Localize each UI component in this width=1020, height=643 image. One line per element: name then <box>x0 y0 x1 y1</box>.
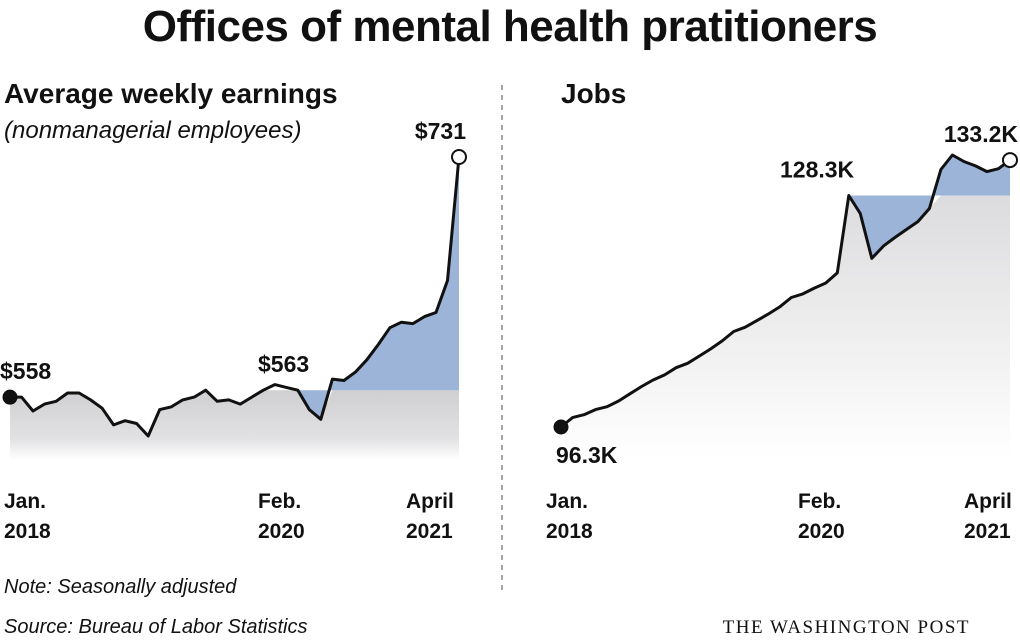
data-label: $558 <box>0 358 51 384</box>
note-text: Note: Seasonally adjusted <box>4 576 237 598</box>
jobs-panel: Jobs 96.3K 128.3K 133.2K Jan. 2018 Feb. 2020 Apr… <box>546 78 1018 543</box>
x-tick-label: 2018 <box>546 520 593 543</box>
start-marker <box>553 419 569 435</box>
source-text: Source: Bureau of Labor Statistics <box>4 616 308 638</box>
end-marker <box>451 149 467 165</box>
x-tick-label: Jan. <box>4 490 46 513</box>
x-tick-label: Jan. <box>546 490 588 513</box>
blue-area <box>297 157 459 420</box>
x-tick-label: 2018 <box>4 520 51 543</box>
x-tick-label: 2020 <box>258 520 305 543</box>
data-label: $563 <box>258 351 309 377</box>
x-tick-label: April <box>406 490 454 513</box>
chart-title: Offices of mental health pratitioners <box>142 2 878 51</box>
earnings-panel: Average weekly earnings (nonmanagerial em… <box>0 78 467 543</box>
x-tick-label: April <box>964 490 1012 513</box>
start-marker <box>2 389 18 405</box>
panel-title: Average weekly earnings <box>4 78 338 109</box>
gray-area <box>10 390 459 460</box>
x-tick-label: Feb. <box>258 490 301 513</box>
data-label: $731 <box>415 118 466 144</box>
data-label: 128.3K <box>780 157 855 183</box>
series-line <box>10 156 461 438</box>
panel-subtitle: (nonmanagerial employees) <box>4 117 302 144</box>
x-tick-label: 2020 <box>798 520 845 543</box>
series-line <box>560 153 1011 429</box>
data-label: 133.2K <box>944 121 1019 147</box>
panel-title: Jobs <box>561 78 626 109</box>
x-tick-label: Feb. <box>798 490 841 513</box>
x-tick-label: 2021 <box>964 520 1011 543</box>
data-label: 96.3K <box>556 442 618 468</box>
gray-area <box>561 195 1010 460</box>
end-marker <box>1002 152 1018 169</box>
publisher-logo: THE WASHINGTON POST <box>722 617 970 638</box>
x-tick-label: 2021 <box>406 520 453 543</box>
